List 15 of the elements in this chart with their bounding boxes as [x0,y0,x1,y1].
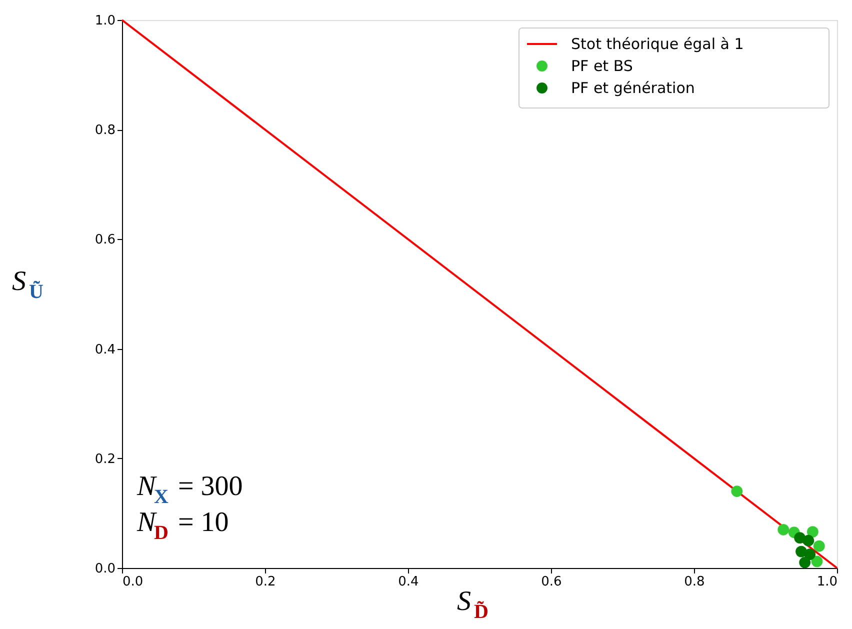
x-tick-label: 0.2 [255,574,276,590]
x-tick-label: 0.6 [541,574,562,590]
legend-label: PF et génération [571,79,695,97]
legend-label: Stot théorique égal à 1 [571,35,744,53]
x-tick-label: 1.0 [816,574,838,590]
x-tick-label: 0.0 [122,574,144,590]
y-tick-label: 0.4 [94,342,116,358]
x-tick-label: 0.4 [398,574,419,590]
legend-label: PF et BS [571,57,633,75]
x-tick-label: 0.8 [684,574,705,590]
y-tick-label: 0.6 [94,232,116,248]
y-tick-label: 1.0 [94,14,116,28]
y-tick-label: 0.0 [94,562,116,576]
y-tick-label: 0.8 [94,123,116,138]
y-tick-label: 0.2 [94,452,116,467]
